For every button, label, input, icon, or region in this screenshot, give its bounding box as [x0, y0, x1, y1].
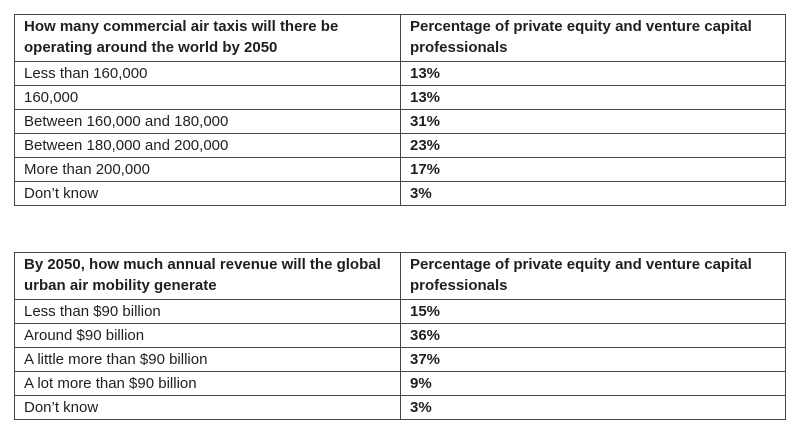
question-header-cell: How many commercial air taxis will there… — [14, 14, 401, 62]
table-row: 160,000 13% — [14, 85, 786, 110]
table-header-row: How many commercial air taxis will there… — [14, 14, 786, 62]
value-cell: 37% — [400, 347, 786, 372]
value-cell: 36% — [400, 323, 786, 348]
answer-cell: Less than $90 billion — [14, 299, 401, 324]
answer-cell: 160,000 — [14, 85, 401, 110]
value-cell: 23% — [400, 133, 786, 158]
table-row: A lot more than $90 billion 9% — [14, 371, 786, 396]
answer-cell: Between 180,000 and 200,000 — [14, 133, 401, 158]
answer-cell: Between 160,000 and 180,000 — [14, 109, 401, 134]
air-taxi-count-table: How many commercial air taxis will there… — [14, 14, 786, 206]
table-row: Between 180,000 and 200,000 23% — [14, 133, 786, 158]
value-cell: 3% — [400, 395, 786, 420]
answer-cell: A lot more than $90 billion — [14, 371, 401, 396]
answer-cell: Don’t know — [14, 395, 401, 420]
table-row: Less than $90 billion 15% — [14, 299, 786, 324]
table-header-row: By 2050, how much annual revenue will th… — [14, 252, 786, 300]
table-row: More than 200,000 17% — [14, 157, 786, 182]
question-header-cell: By 2050, how much annual revenue will th… — [14, 252, 401, 300]
value-cell: 13% — [400, 85, 786, 110]
table-row: Less than 160,000 13% — [14, 61, 786, 86]
table-row: Don’t know 3% — [14, 395, 786, 420]
answer-cell: A little more than $90 billion — [14, 347, 401, 372]
value-cell: 9% — [400, 371, 786, 396]
percentage-header-cell: Percentage of private equity and venture… — [400, 14, 786, 62]
table-row: Between 160,000 and 180,000 31% — [14, 109, 786, 134]
value-cell: 3% — [400, 181, 786, 206]
table-row: A little more than $90 billion 37% — [14, 347, 786, 372]
table-row: Around $90 billion 36% — [14, 323, 786, 348]
percentage-header-cell: Percentage of private equity and venture… — [400, 252, 786, 300]
value-cell: 17% — [400, 157, 786, 182]
uam-revenue-table: By 2050, how much annual revenue will th… — [14, 252, 786, 420]
answer-cell: Less than 160,000 — [14, 61, 401, 86]
answer-cell: More than 200,000 — [14, 157, 401, 182]
table-row: Don’t know 3% — [14, 181, 786, 206]
value-cell: 31% — [400, 109, 786, 134]
answer-cell: Around $90 billion — [14, 323, 401, 348]
value-cell: 15% — [400, 299, 786, 324]
value-cell: 13% — [400, 61, 786, 86]
answer-cell: Don’t know — [14, 181, 401, 206]
